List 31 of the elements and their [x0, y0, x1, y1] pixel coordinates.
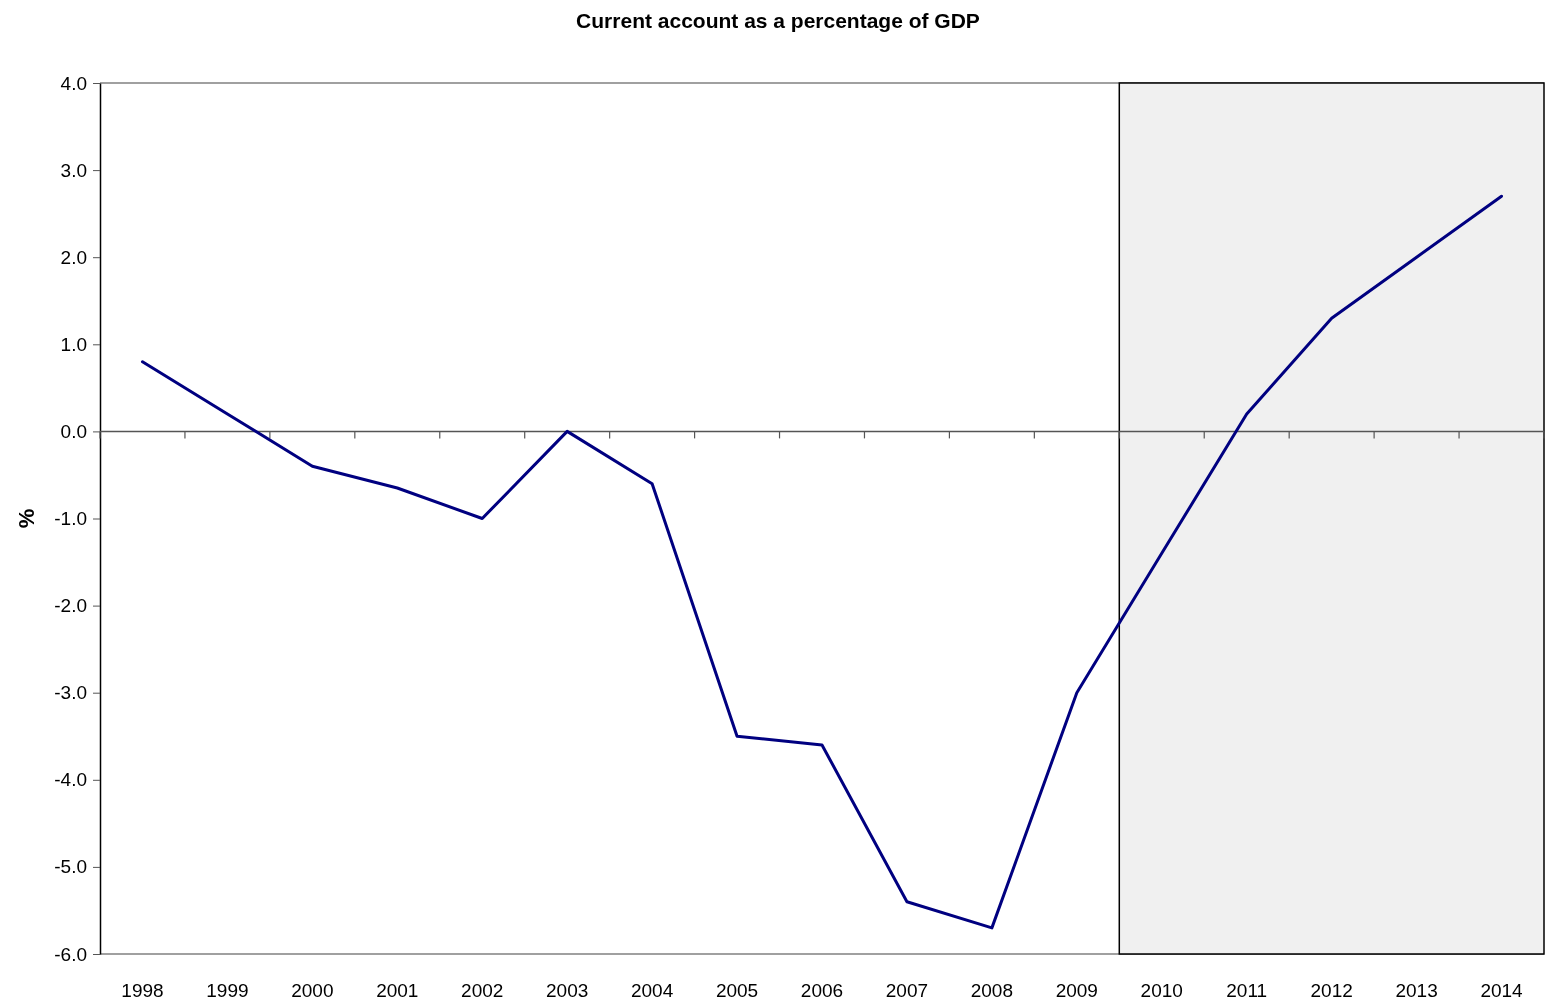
x-tick-label: 2000	[291, 980, 334, 1001]
y-tick-label: -2.0	[54, 595, 87, 617]
y-tick-label: -4.0	[54, 769, 87, 791]
x-tick-label: 1999	[206, 980, 249, 1001]
chart-title: Current account as a percentage of GDP	[576, 9, 980, 32]
x-tick-label: 2007	[885, 980, 929, 1001]
y-tick-label: -5.0	[54, 856, 87, 878]
line-series	[140, 194, 1504, 930]
x-tick-label: 2005	[715, 980, 759, 1001]
y-tick-label: 1.0	[60, 333, 87, 355]
x-tick-label: 2008	[970, 980, 1014, 1001]
y-tick-label: 3.0	[60, 159, 87, 181]
y-tick-label: 0.0	[60, 420, 87, 442]
x-tick-label: 2006	[800, 980, 844, 1001]
y-tick-label: -6.0	[54, 943, 87, 965]
x-tick-label: 2004	[630, 980, 674, 1001]
x-tick-label: 2012	[1310, 980, 1353, 1001]
x-tick-label: 2009	[1055, 980, 1098, 1001]
x-tick-label: 2002	[461, 980, 504, 1001]
x-tick-label: 2013	[1395, 980, 1438, 1001]
y-axis-title: %	[14, 508, 39, 529]
y-tick-label: 4.0	[60, 72, 87, 94]
x-tick-label: 2001	[376, 980, 419, 1001]
x-tick-label: 1998	[121, 980, 164, 1001]
x-tick-label: 2014	[1480, 980, 1524, 1001]
y-tick-label: -3.0	[54, 682, 87, 704]
y-tick-label: -1.0	[54, 508, 87, 530]
x-tick-label: 2003	[546, 980, 589, 1001]
y-tick-label: 2.0	[60, 246, 87, 268]
x-tick-label: 2010	[1140, 980, 1183, 1001]
x-tick-label: 2011	[1226, 980, 1268, 1001]
